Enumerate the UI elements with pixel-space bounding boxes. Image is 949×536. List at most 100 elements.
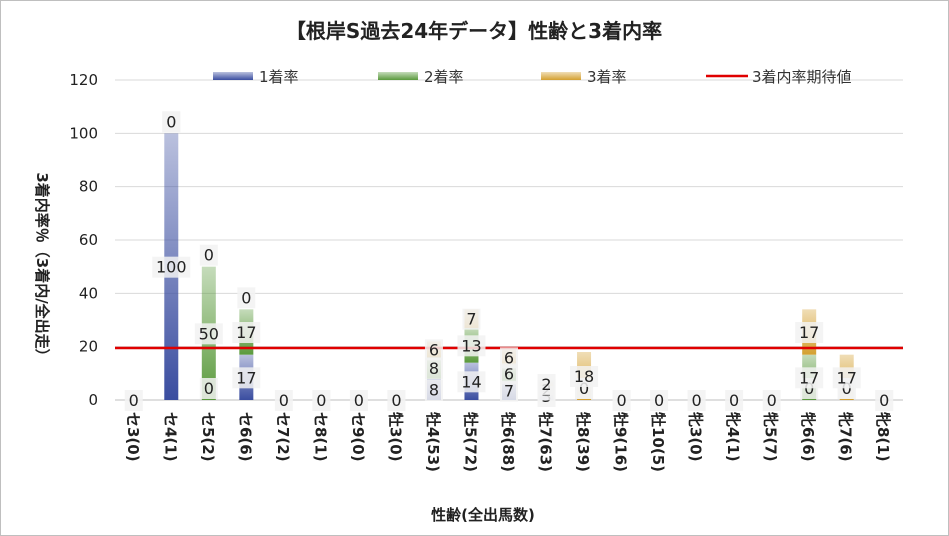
x-tick-label: 牝8(1): [874, 412, 892, 462]
data-label: 7: [466, 310, 476, 329]
x-tick-label: 牡8(39): [574, 412, 592, 472]
data-label-bg: [832, 367, 861, 389]
data-labels: 0100000500171700000886141377663220018000…: [124, 111, 894, 411]
x-tick-label: 牡9(16): [612, 412, 630, 472]
data-label-bg: [232, 322, 261, 343]
legend-swatch: [541, 72, 581, 80]
data-label: 0: [204, 246, 214, 265]
data-label-bg: [274, 390, 293, 411]
data-label: 0: [204, 379, 214, 398]
data-label: 14: [461, 372, 481, 391]
data-label-bg: [725, 390, 744, 411]
data-label-bg: [424, 358, 443, 379]
y-tick-label: 0: [88, 391, 98, 409]
x-tick-label: 牡3(0): [386, 412, 404, 462]
x-tick-label: セ6(6): [236, 412, 254, 462]
x-tick-label: 牡10(5): [649, 412, 667, 472]
data-label: 0: [579, 379, 589, 398]
legend-label: 3着内率期待値: [752, 68, 852, 86]
data-label: 100: [156, 258, 187, 277]
x-tick-label: セ5(2): [199, 412, 217, 462]
x-tick-label: 牡7(63): [537, 412, 555, 472]
x-tick-label: 牡4(53): [424, 412, 442, 472]
data-label: 13: [461, 336, 481, 355]
x-tick-label: 牝3(0): [687, 412, 705, 462]
data-label-bg: [570, 366, 599, 387]
data-label: 7: [504, 382, 514, 401]
data-label-bg: [687, 390, 706, 411]
legend-label: 2着率: [424, 68, 464, 86]
data-label-bg: [537, 374, 556, 395]
data-label: 0: [842, 379, 852, 398]
data-label-bg: [152, 256, 191, 278]
chart-title: 【根岸S過去24年データ】性齢と3着内率: [286, 19, 662, 43]
x-axis-title: 性齢(全出馬数): [431, 506, 535, 524]
y-tick-label: 60: [79, 231, 98, 249]
x-tick-label: セ4(1): [161, 412, 179, 462]
data-label-bg: [199, 244, 218, 266]
data-label: 17: [236, 323, 256, 342]
data-label-bg: [387, 390, 406, 411]
data-label: 8: [429, 380, 439, 399]
data-label-bg: [162, 111, 181, 133]
y-tick-label: 80: [79, 178, 98, 196]
data-label: 17: [837, 368, 857, 387]
data-label-bg: [312, 390, 331, 411]
data-label-bg: [199, 378, 218, 399]
data-label-bg: [462, 308, 481, 330]
x-tick-label: 牝4(1): [724, 412, 742, 462]
data-label-bg: [875, 390, 894, 411]
y-axis-ticks: 0 20 40 60 80 100 120: [69, 71, 98, 409]
data-label: 0: [692, 391, 702, 410]
data-label: 6: [504, 348, 514, 367]
data-label: 50: [199, 324, 219, 343]
data-label: 0: [241, 288, 251, 307]
data-label: 0: [316, 391, 326, 410]
data-label: 6: [429, 340, 439, 359]
data-label-bg: [424, 339, 443, 361]
x-tick-label: 牝5(7): [762, 412, 780, 462]
x-tick-label: セ3(0): [124, 412, 142, 462]
x-tick-label: 牝6(6): [799, 412, 817, 462]
data-label: 0: [616, 391, 626, 410]
data-label-bg: [232, 367, 261, 389]
x-tick-label: セ8(1): [311, 412, 329, 462]
data-label: 0: [729, 391, 739, 410]
data-label-bg: [500, 380, 518, 402]
y-tick-label: 40: [79, 284, 98, 302]
data-label-bg: [612, 390, 631, 411]
data-label: 0: [804, 379, 814, 398]
legend: 1着率 2着率 3着率 3着内率期待値: [213, 68, 852, 86]
y-tick-label: 20: [79, 338, 98, 356]
data-label: 0: [391, 391, 401, 410]
data-label: 0: [879, 391, 889, 410]
data-label: 0: [166, 112, 176, 131]
x-tick-label: セ9(0): [349, 412, 367, 462]
x-tick-label: 牝7(6): [837, 412, 855, 462]
data-label: 0: [279, 391, 289, 410]
x-tick-label: セ7(2): [274, 412, 292, 462]
data-label-bg: [457, 335, 486, 357]
data-label: 17: [236, 368, 256, 387]
data-label-bg: [650, 390, 669, 411]
data-label-bg: [457, 371, 486, 393]
data-label: 2: [541, 375, 551, 394]
x-axis-ticks: セ3(0) セ4(1) セ5(2) セ6(6) セ7(2) セ8(1) セ9(0) 牡3(0)…: [124, 412, 892, 472]
legend-swatch: [213, 72, 253, 80]
data-label-bg: [424, 379, 443, 401]
data-label-bg: [500, 363, 518, 385]
data-label-bg: [349, 390, 368, 411]
data-label-bg: [124, 390, 143, 411]
data-label-bg: [500, 347, 518, 369]
legend-label: 1着率: [259, 68, 299, 86]
legend-swatch: [378, 72, 418, 80]
y-tick-label: 120: [69, 71, 98, 89]
data-label: 0: [767, 391, 777, 410]
data-label: 6: [504, 364, 514, 383]
data-label: 0: [129, 391, 139, 410]
data-label-bg: [795, 367, 824, 389]
data-label-bg: [237, 287, 256, 309]
data-label-bg: [795, 322, 824, 343]
y-tick-label: 100: [69, 124, 98, 142]
